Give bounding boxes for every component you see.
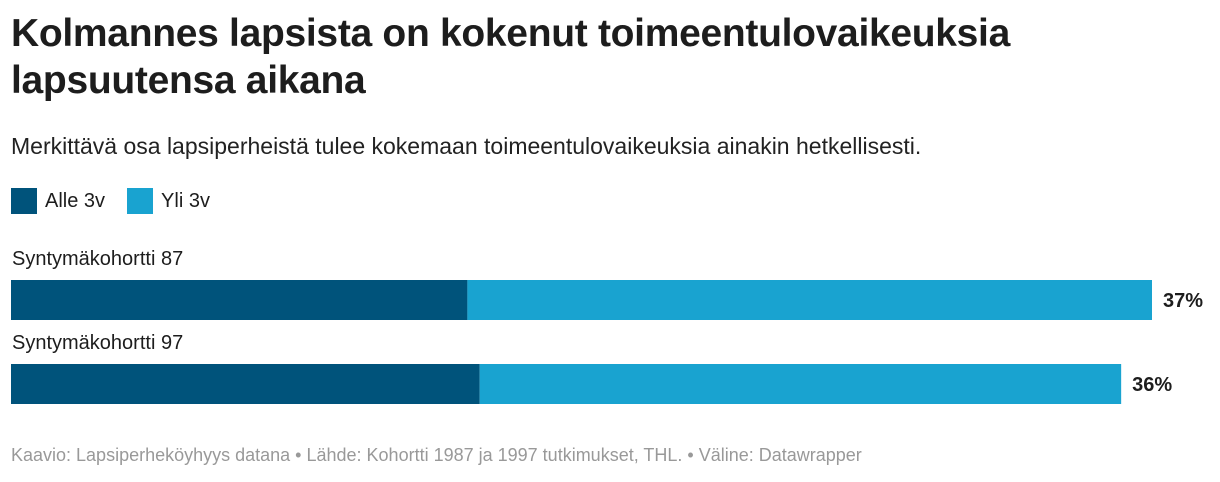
legend-item-yli-3v: Yli 3v xyxy=(127,188,210,214)
chart-subtitle: Merkittävä osa lapsiperheistä tulee koke… xyxy=(11,133,922,159)
legend: Alle 3v Yli 3v xyxy=(11,188,232,214)
bar-segment-yli-3v xyxy=(467,280,1152,320)
bar-segment-alle-3v xyxy=(11,280,468,320)
bar-segment-yli-3v xyxy=(479,364,1122,404)
category-label: Syntymäkohortti 97 xyxy=(12,332,183,354)
chart-title: Kolmannes lapsista on kokenut toimeentul… xyxy=(11,12,1010,102)
bar-total-label: 36% xyxy=(1132,374,1172,396)
footer-credit: Kaavio: Lapsiperheköyhyys datana • Lähde… xyxy=(11,445,862,465)
bar-total-label: 37% xyxy=(1163,290,1203,312)
legend-swatch-alle-3v xyxy=(11,188,37,214)
legend-label-alle-3v: Alle 3v xyxy=(45,189,106,212)
category-label: Syntymäkohortti 87 xyxy=(12,248,183,270)
chart-footer: Kaavio: Lapsiperheköyhyys datana • Lähde… xyxy=(11,445,862,466)
bar-segment-alle-3v xyxy=(11,364,480,404)
legend-label-yli-3v: Yli 3v xyxy=(161,189,210,212)
legend-item-alle-3v: Alle 3v xyxy=(11,188,105,214)
legend-swatch-yli-3v xyxy=(127,188,154,214)
stacked-bar-chart: Syntymäkohortti 87 37% Syntymäkohortti 97 3… xyxy=(11,248,1203,404)
